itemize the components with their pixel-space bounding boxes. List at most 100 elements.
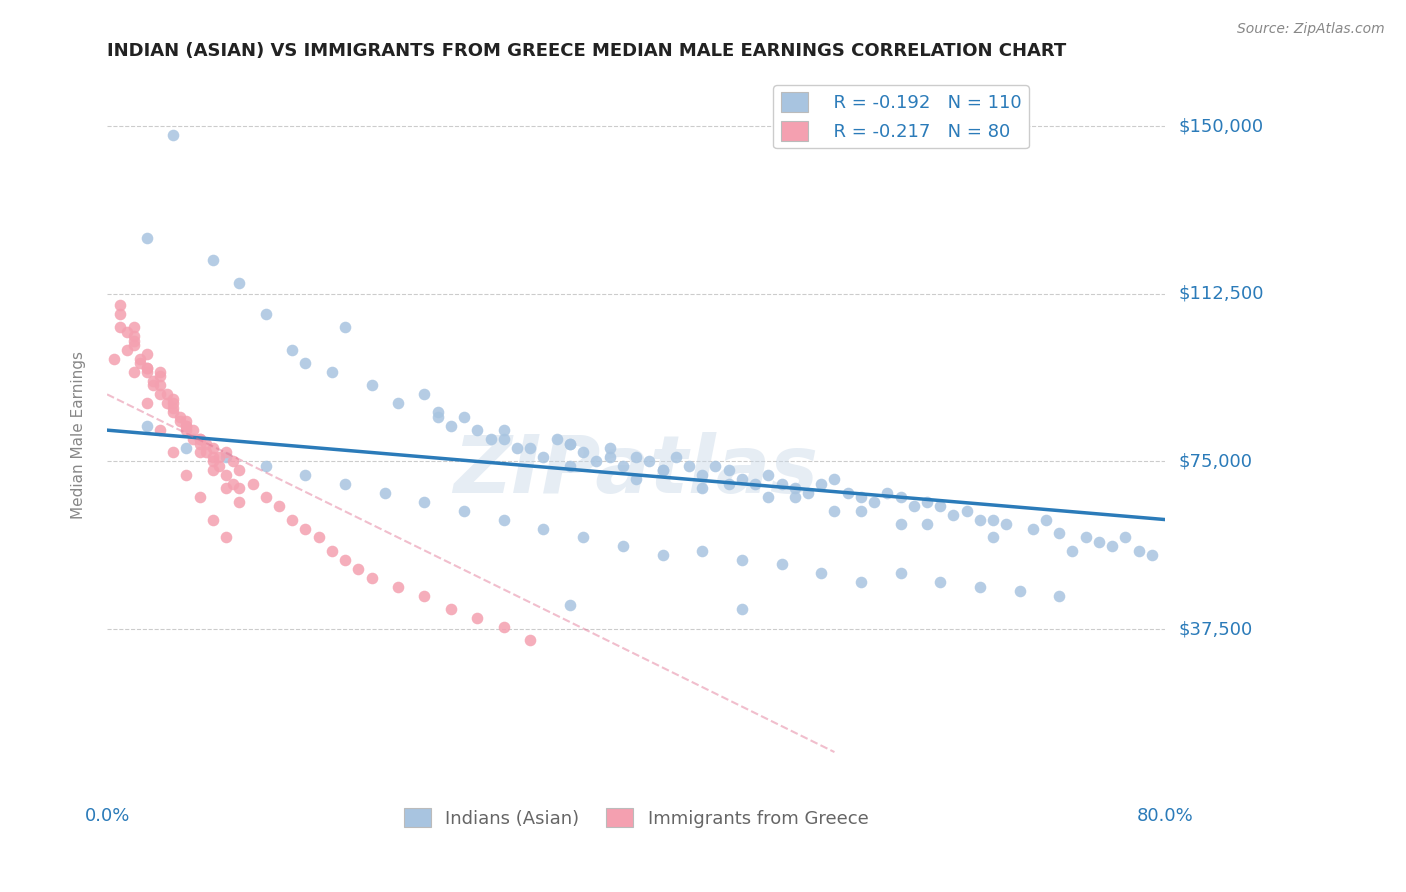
Point — [281, 343, 304, 357]
Point — [162, 128, 184, 142]
Point — [181, 432, 204, 446]
Point — [242, 476, 264, 491]
Text: $112,500: $112,500 — [1180, 285, 1264, 302]
Point — [651, 463, 673, 477]
Point — [1074, 531, 1097, 545]
Point — [492, 512, 515, 526]
Point — [558, 436, 581, 450]
Point — [533, 450, 555, 464]
Point — [440, 418, 463, 433]
Point — [612, 458, 634, 473]
Point — [981, 531, 1004, 545]
Point — [129, 351, 152, 366]
Point — [176, 414, 198, 428]
Point — [122, 320, 145, 334]
Point — [1008, 584, 1031, 599]
Point — [162, 445, 184, 459]
Point — [188, 436, 211, 450]
Point — [387, 580, 409, 594]
Point — [863, 494, 886, 508]
Point — [849, 575, 872, 590]
Point — [519, 441, 541, 455]
Point — [110, 320, 132, 334]
Point — [215, 467, 238, 482]
Point — [876, 485, 898, 500]
Point — [149, 369, 172, 384]
Point — [678, 458, 700, 473]
Point — [890, 516, 912, 531]
Point — [558, 458, 581, 473]
Point — [558, 598, 581, 612]
Point — [176, 418, 198, 433]
Point — [360, 378, 382, 392]
Point — [1114, 531, 1136, 545]
Point — [690, 544, 713, 558]
Point — [572, 531, 595, 545]
Point — [208, 458, 231, 473]
Point — [612, 540, 634, 554]
Point — [624, 450, 647, 464]
Point — [1140, 549, 1163, 563]
Point — [890, 566, 912, 581]
Point — [651, 549, 673, 563]
Point — [110, 307, 132, 321]
Point — [413, 589, 436, 603]
Point — [492, 620, 515, 634]
Point — [188, 445, 211, 459]
Point — [704, 458, 727, 473]
Point — [176, 441, 198, 455]
Point — [135, 360, 157, 375]
Point — [942, 508, 965, 522]
Point — [969, 580, 991, 594]
Point — [254, 490, 277, 504]
Point — [638, 454, 661, 468]
Point — [162, 401, 184, 415]
Point — [995, 516, 1018, 531]
Point — [1047, 589, 1070, 603]
Point — [929, 575, 952, 590]
Point — [374, 485, 396, 500]
Point — [333, 320, 356, 334]
Point — [162, 405, 184, 419]
Point — [254, 458, 277, 473]
Point — [453, 409, 475, 424]
Point — [731, 553, 754, 567]
Point — [201, 512, 224, 526]
Point — [770, 476, 793, 491]
Point — [731, 472, 754, 486]
Point — [783, 490, 806, 504]
Point — [201, 454, 224, 468]
Point — [149, 378, 172, 392]
Point — [149, 423, 172, 437]
Point — [533, 521, 555, 535]
Point — [360, 571, 382, 585]
Point — [215, 481, 238, 495]
Point — [169, 409, 191, 424]
Point — [142, 378, 165, 392]
Point — [969, 512, 991, 526]
Point — [135, 418, 157, 433]
Point — [849, 490, 872, 504]
Point — [135, 396, 157, 410]
Point — [181, 423, 204, 437]
Point — [903, 499, 925, 513]
Point — [1128, 544, 1150, 558]
Point — [1047, 526, 1070, 541]
Point — [849, 503, 872, 517]
Point — [506, 441, 529, 455]
Point — [770, 558, 793, 572]
Point — [135, 347, 157, 361]
Point — [195, 436, 218, 450]
Point — [228, 481, 250, 495]
Point — [162, 396, 184, 410]
Point — [208, 450, 231, 464]
Point — [149, 387, 172, 401]
Point — [665, 450, 688, 464]
Point — [1035, 512, 1057, 526]
Point — [823, 472, 845, 486]
Point — [176, 467, 198, 482]
Point — [122, 365, 145, 379]
Point — [149, 365, 172, 379]
Point — [426, 405, 449, 419]
Point — [929, 499, 952, 513]
